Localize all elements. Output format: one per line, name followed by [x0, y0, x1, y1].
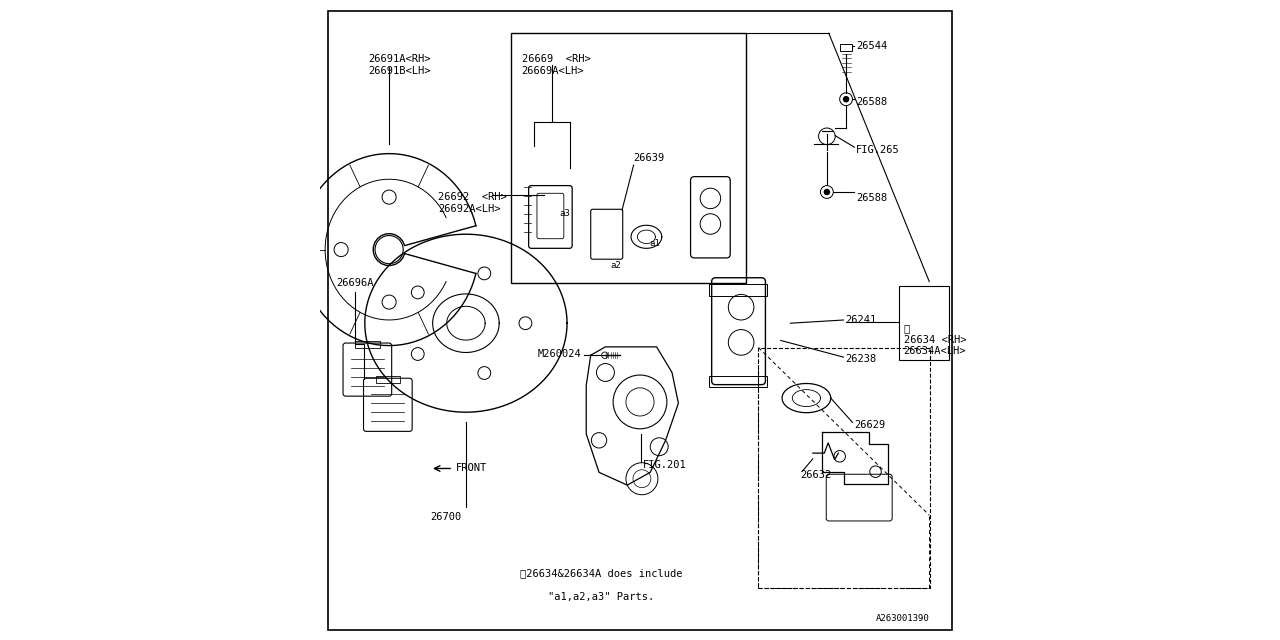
Text: ※26634&26634A does include: ※26634&26634A does include — [521, 568, 682, 578]
Bar — [759, 348, 931, 588]
Text: 26241: 26241 — [845, 315, 876, 325]
Bar — [511, 33, 746, 283]
Text: 26238: 26238 — [845, 353, 876, 364]
Text: 26669  <RH>
26669A<LH>: 26669 <RH> 26669A<LH> — [522, 54, 590, 76]
Text: 26588: 26588 — [856, 97, 887, 108]
Text: "a1,a2,a3" Parts.: "a1,a2,a3" Parts. — [548, 593, 655, 602]
Text: 26632: 26632 — [800, 470, 831, 480]
Text: 26588: 26588 — [856, 193, 887, 204]
Text: FRONT: FRONT — [457, 463, 488, 474]
Text: A263001390: A263001390 — [876, 614, 929, 623]
Text: FIG.265: FIG.265 — [856, 145, 900, 156]
Circle shape — [824, 189, 829, 195]
Bar — [376, 376, 399, 383]
Text: a3: a3 — [559, 209, 570, 218]
Text: a1: a1 — [649, 239, 659, 248]
Text: M260024: M260024 — [538, 349, 581, 359]
Bar — [709, 284, 767, 296]
Circle shape — [844, 97, 849, 102]
Text: 26696A: 26696A — [337, 278, 374, 288]
Text: ※
26634 <RH>
26634A<LH>: ※ 26634 <RH> 26634A<LH> — [904, 323, 966, 356]
Text: FIG.201: FIG.201 — [643, 461, 686, 470]
Text: 26692  <RH>
26692A<LH>: 26692 <RH> 26692A<LH> — [438, 192, 507, 214]
Bar — [840, 44, 852, 51]
Bar — [356, 341, 379, 348]
Text: 26700: 26700 — [430, 512, 461, 522]
Text: 26544: 26544 — [856, 41, 887, 51]
Text: 26629: 26629 — [855, 420, 886, 429]
Text: a2: a2 — [611, 260, 621, 269]
Text: 26691A<RH>
26691B<LH>: 26691A<RH> 26691B<LH> — [369, 54, 430, 76]
Bar — [709, 376, 767, 387]
Text: 26639: 26639 — [634, 153, 664, 163]
Bar — [900, 286, 950, 360]
